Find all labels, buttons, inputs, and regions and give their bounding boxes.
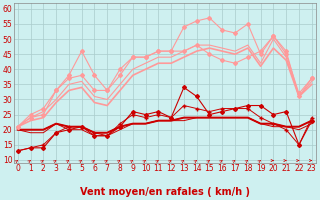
X-axis label: Vent moyen/en rafales ( km/h ): Vent moyen/en rafales ( km/h ) (80, 187, 250, 197)
